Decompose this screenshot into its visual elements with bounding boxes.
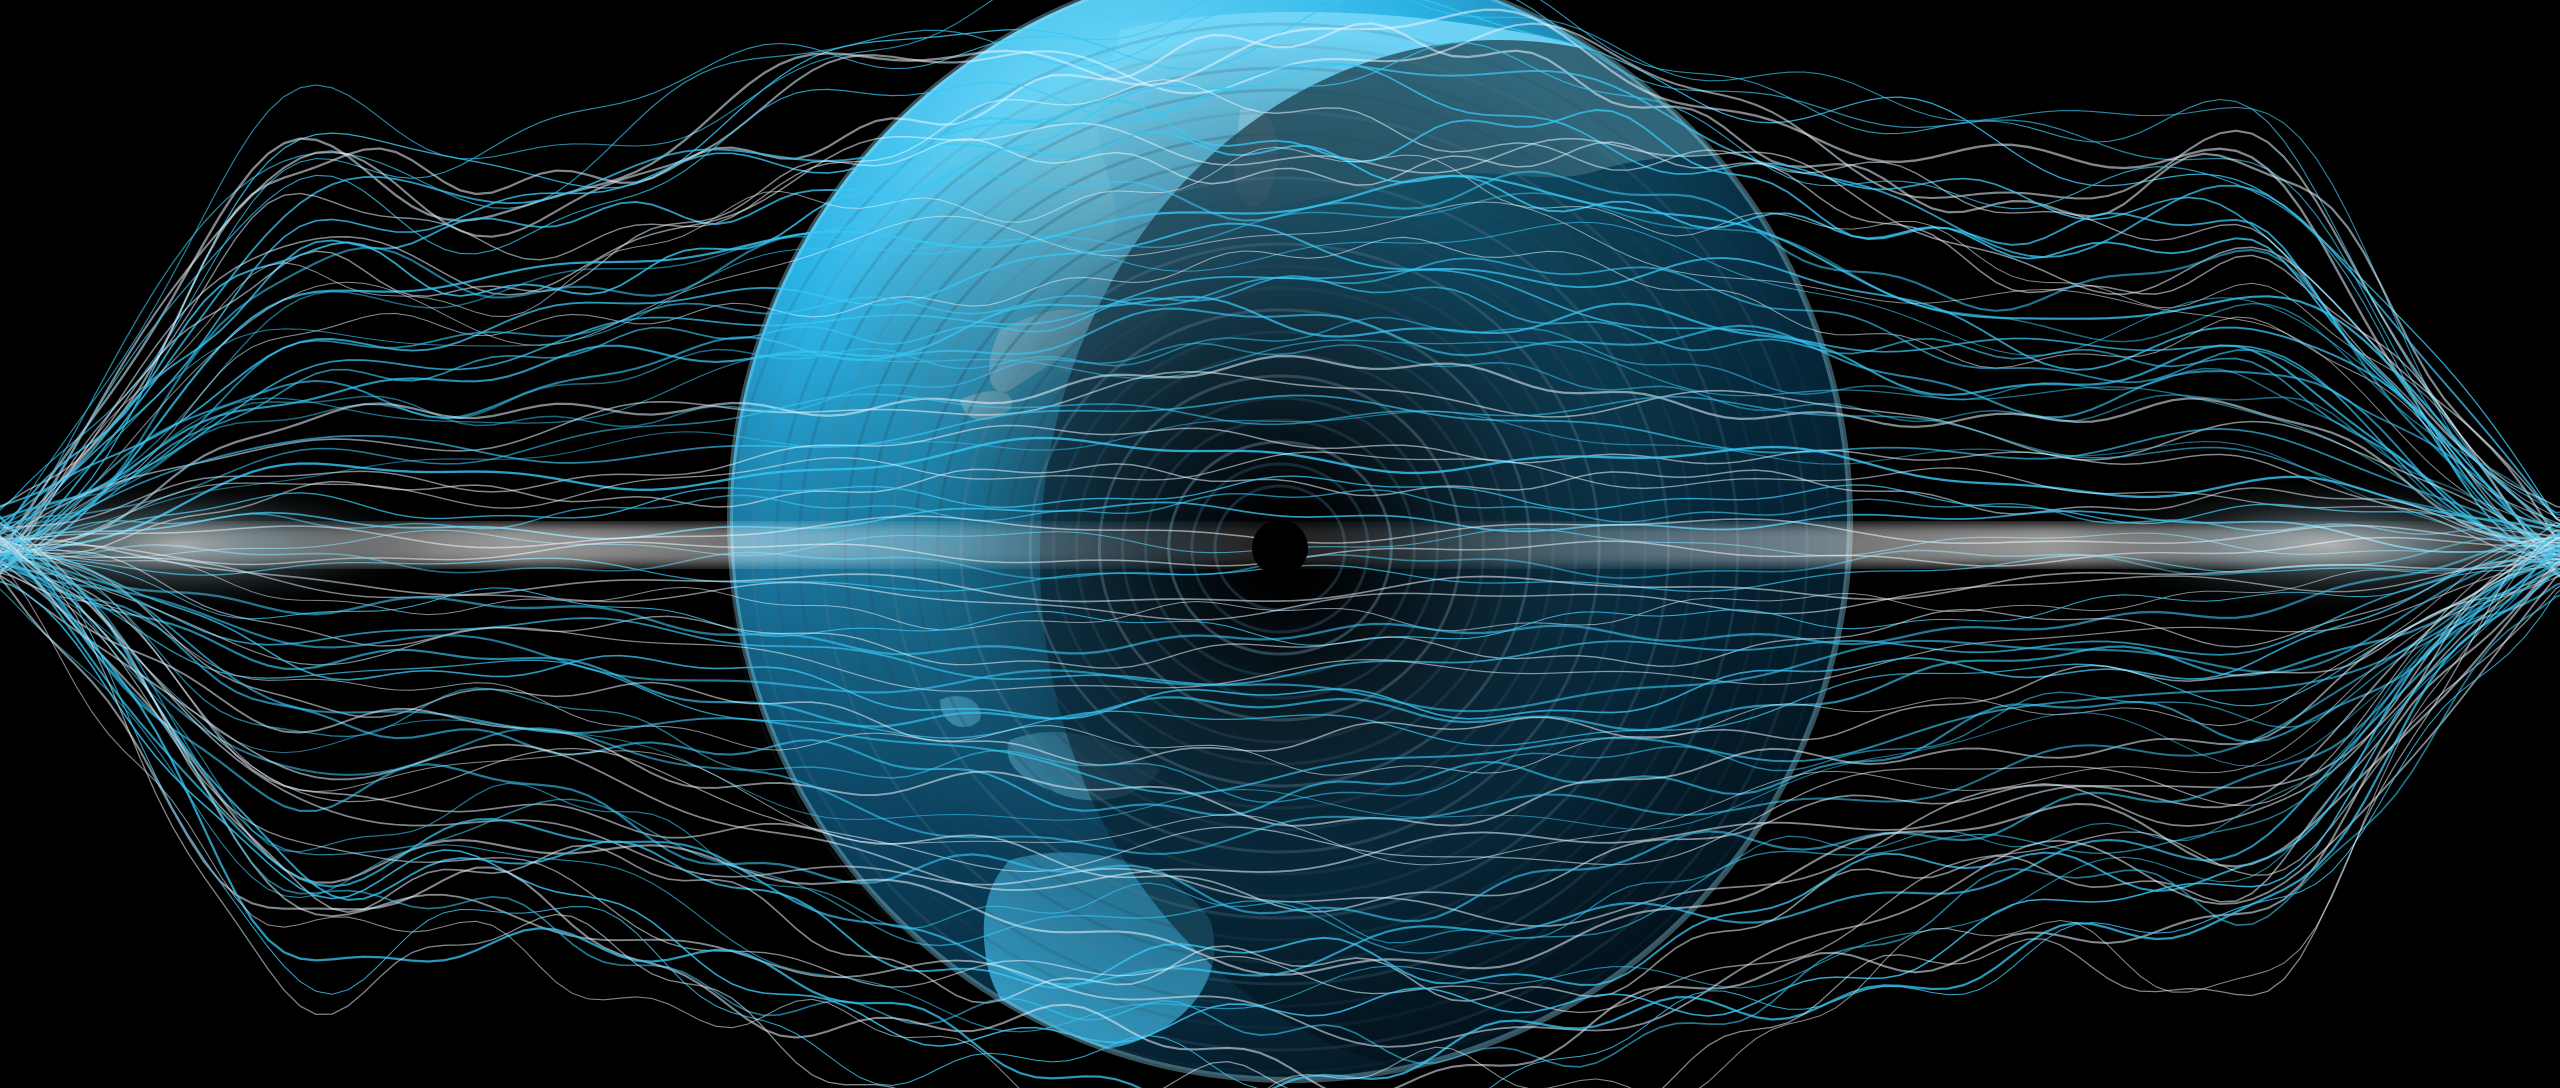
wave-line (0, 79, 2560, 563)
wave-line (0, 547, 2560, 989)
wave-line (0, 537, 2560, 913)
wave-line (0, 536, 2560, 669)
wave-line (0, 0, 2560, 553)
wave-line (0, 274, 2560, 542)
wave-line (0, 63, 2560, 548)
wave-line (0, 222, 2560, 552)
wave-line (0, 515, 2560, 1088)
wave-line (0, 99, 2560, 527)
left-glow (0, 475, 440, 615)
wave-line (0, 424, 2560, 566)
wave-line (0, 547, 2560, 692)
wave-line (0, 545, 2560, 713)
wave-line (0, 522, 2560, 1088)
wave-line (0, 174, 2560, 568)
wave-line (0, 551, 2560, 720)
wave-line (0, 342, 2560, 555)
wave-line (0, 146, 2560, 555)
wave-line (0, 339, 2560, 549)
wave-line (0, 8, 2560, 554)
wave-line (0, 42, 2560, 558)
wave-line (0, 540, 2560, 866)
wave-line (0, 138, 2560, 509)
wave-line (0, 354, 2560, 558)
wave-line (0, 316, 2560, 557)
wave-line (0, 540, 2560, 1004)
wave-line (0, 553, 2560, 923)
wave-line (0, 572, 2560, 1014)
wave-line (0, 553, 2560, 795)
wave-line (0, 522, 2560, 927)
wave-line (0, 436, 2560, 557)
wave-line (0, 532, 2560, 686)
wave-line (0, 563, 2560, 830)
wave-line (0, 451, 2560, 555)
wave-line (0, 543, 2560, 1047)
wave-line (0, 539, 2560, 954)
wave-line (0, 546, 2560, 1068)
right-glow (2070, 475, 2560, 615)
wave-line (0, 201, 2560, 575)
wave-line (0, 0, 2560, 574)
wave-line (0, 122, 2560, 535)
wave-line (0, 560, 2560, 732)
wave-line (0, 22, 2560, 576)
wave-line (0, 410, 2560, 562)
wave-line (0, 555, 2560, 1033)
wave-line (0, 192, 2560, 563)
wave-line (0, 553, 2560, 817)
wave-line (0, 0, 2560, 561)
wave-line (0, 371, 2560, 554)
wave-line (0, 130, 2560, 561)
wave-line (0, 394, 2560, 551)
wave-line (0, 536, 2560, 776)
wave-line (0, 537, 2560, 656)
wave-line (0, 523, 2560, 873)
wave-line (0, 548, 2560, 632)
wave-line (0, 295, 2560, 565)
wave-line (0, 236, 2560, 572)
wave-line (0, 62, 2560, 575)
vortex-core (1252, 520, 1308, 576)
